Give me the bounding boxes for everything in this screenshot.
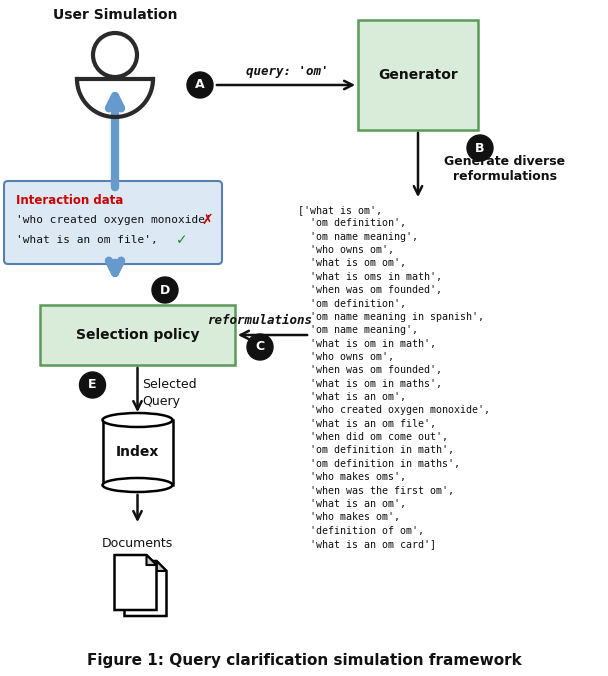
Polygon shape bbox=[77, 79, 153, 117]
Text: query: 'om': query: 'om' bbox=[246, 66, 328, 78]
Circle shape bbox=[467, 135, 493, 161]
Text: reformulations: reformulations bbox=[207, 314, 313, 327]
Bar bbox=[103, 420, 173, 485]
Text: Selected
Query: Selected Query bbox=[142, 379, 197, 408]
Circle shape bbox=[80, 372, 106, 398]
Text: ['what is om',
  'om definition',
  'om name meaning',
  'who owns om',
  'what : ['what is om', 'om definition', 'om name… bbox=[298, 205, 490, 549]
Text: ✓: ✓ bbox=[176, 233, 188, 247]
Text: Documents: Documents bbox=[102, 537, 173, 550]
Circle shape bbox=[187, 72, 213, 98]
Text: 'who created oxygen monoxide': 'who created oxygen monoxide' bbox=[16, 215, 212, 225]
Ellipse shape bbox=[103, 478, 173, 492]
Text: Generator: Generator bbox=[378, 68, 458, 82]
PathPatch shape bbox=[114, 555, 156, 610]
PathPatch shape bbox=[156, 561, 167, 571]
Text: Figure 1: Query clarification simulation framework: Figure 1: Query clarification simulation… bbox=[86, 653, 522, 668]
Text: ✗: ✗ bbox=[201, 213, 213, 227]
Text: Selection policy: Selection policy bbox=[76, 328, 199, 342]
FancyBboxPatch shape bbox=[40, 305, 235, 365]
Text: Generate diverse
reformulations: Generate diverse reformulations bbox=[444, 155, 565, 183]
Circle shape bbox=[93, 33, 137, 77]
Text: E: E bbox=[88, 379, 97, 391]
PathPatch shape bbox=[147, 555, 156, 565]
Text: User Simulation: User Simulation bbox=[53, 8, 178, 22]
Text: D: D bbox=[160, 283, 170, 297]
Text: Index: Index bbox=[116, 445, 159, 460]
Text: B: B bbox=[475, 141, 485, 155]
Text: C: C bbox=[255, 341, 264, 354]
Text: Interaction data: Interaction data bbox=[16, 195, 123, 208]
Text: 'what is an om file',: 'what is an om file', bbox=[16, 235, 157, 245]
Ellipse shape bbox=[103, 413, 173, 427]
Circle shape bbox=[247, 334, 273, 360]
Circle shape bbox=[152, 277, 178, 303]
FancyBboxPatch shape bbox=[4, 181, 222, 264]
FancyBboxPatch shape bbox=[358, 20, 478, 130]
PathPatch shape bbox=[125, 561, 167, 616]
Text: A: A bbox=[195, 78, 205, 91]
